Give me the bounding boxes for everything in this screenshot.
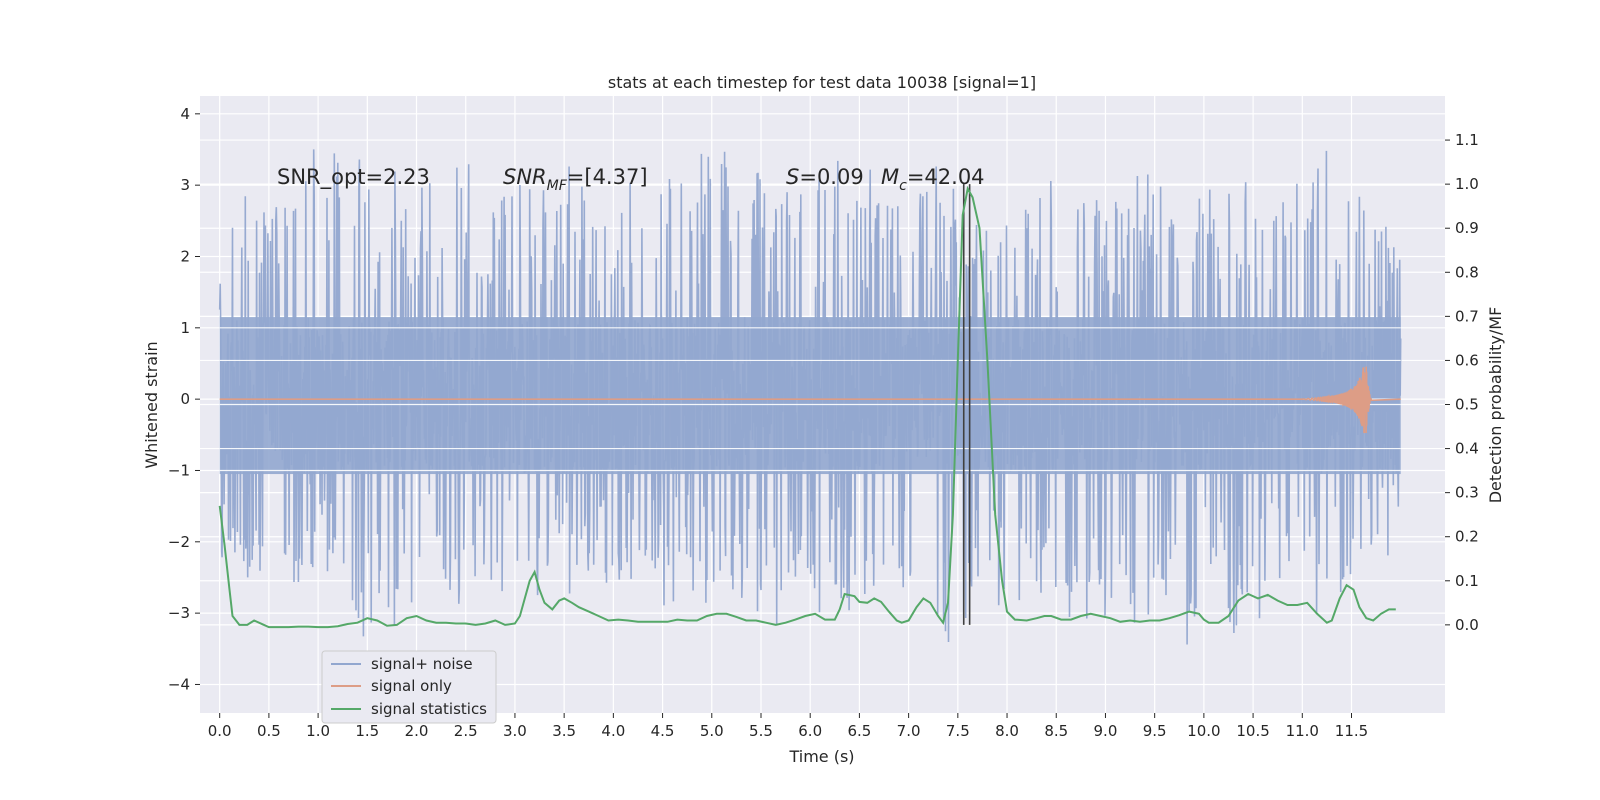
y2-tick-label: 1.0: [1455, 175, 1479, 193]
y2-tick-label: 0.7: [1455, 307, 1479, 325]
x-tick-label: 6.0: [798, 722, 822, 740]
series-signal-noise-band: [219, 317, 1401, 475]
x-tick-label: 9.0: [1094, 722, 1118, 740]
y-tick-label: 2: [180, 247, 190, 265]
annotation-snr-mf-main: SNR: [503, 165, 547, 189]
x-tick-label: 10.5: [1236, 722, 1269, 740]
tick-layer: 0.0 0.5 1.0 1.5 2.0 2.5 3.0 3.5 4.0 4.5 5.0 5.5 6.0 6…: [168, 105, 1479, 740]
x-tick-label: 4.0: [601, 722, 625, 740]
y2-tick-label: 0.3: [1455, 484, 1479, 502]
y2-tick-label: 0.1: [1455, 572, 1479, 590]
y2-tick-label: 0.0: [1455, 616, 1479, 634]
y2-tick-label: 0.5: [1455, 396, 1479, 414]
y2-tick-label: 0.2: [1455, 528, 1479, 546]
x-tick-label: 11.0: [1286, 722, 1319, 740]
x-tick-label: 2.0: [405, 722, 429, 740]
series-signal-only-line: [219, 366, 1401, 434]
annotation-mc-sub: c: [899, 178, 907, 194]
x-tick-label: 11.5: [1335, 722, 1368, 740]
x-tick-label: 5.0: [700, 722, 724, 740]
y2-tick-label: 1.1: [1455, 131, 1479, 149]
y-tick-label: 3: [180, 176, 190, 194]
series-signal-statistics-line: [218, 185, 1396, 629]
chart-title: stats at each timestep for test data 100…: [608, 73, 1036, 92]
annotation-mc-main: M: [881, 165, 899, 189]
annotation-s-value: =0.09: [799, 165, 863, 189]
x-tick-label: 7.5: [946, 722, 970, 740]
x-tick-label: 6.5: [847, 722, 871, 740]
x-tick-label: 3.0: [503, 722, 527, 740]
y-tick-label: −3: [168, 604, 190, 622]
annotation-mc: Mc=42.04: [881, 165, 985, 194]
x-tick-label: 1.5: [355, 722, 379, 740]
x-tick-label: 5.5: [749, 722, 773, 740]
y-tick-label: 4: [180, 105, 190, 123]
y2-tick-label: 0.9: [1455, 219, 1479, 237]
y2-tick-label: 0.8: [1455, 263, 1479, 281]
x-tick-label: 7.0: [897, 722, 921, 740]
y-tick-label: 1: [180, 319, 190, 337]
y2-axis-label: Detection probability/MF: [1486, 307, 1505, 504]
y-tick-label: −1: [168, 461, 190, 479]
legend-label-signal-noise: signal+ noise: [371, 655, 473, 673]
x-tick-label: 4.5: [651, 722, 675, 740]
x-tick-label: 0.5: [257, 722, 281, 740]
y-tick-label: −4: [168, 675, 190, 693]
x-tick-label: 2.5: [454, 722, 478, 740]
x-tick-label: 8.5: [1044, 722, 1068, 740]
x-axis-label: Time (s): [788, 747, 854, 766]
annotation-snr-mf: SNRMF=[4.37]: [503, 165, 648, 194]
legend-label-signal-statistics: signal statistics: [371, 700, 487, 718]
x-tick-label: 8.0: [995, 722, 1019, 740]
y2-tick-label: 0.4: [1455, 440, 1479, 458]
y-tick-label: −2: [168, 533, 190, 551]
annotation-s-symbol: S: [786, 165, 799, 189]
y-tick-label: 0: [180, 390, 190, 408]
y-axis-label: Whitened strain: [142, 341, 161, 468]
x-tick-label: 10.0: [1187, 722, 1220, 740]
x-tick-label: 1.0: [306, 722, 330, 740]
x-tick-label: 9.5: [1143, 722, 1167, 740]
series-layer: [218, 149, 1402, 645]
legend-label-signal-only: signal only: [371, 677, 452, 695]
annotation-s: S=0.09: [786, 165, 864, 189]
legend: signal+ noise signal only signal statist…: [321, 650, 497, 724]
legend-box: [321, 650, 497, 724]
annotation-snr-opt: SNR_opt=2.23: [277, 165, 430, 190]
y2-tick-label: 0.6: [1455, 351, 1479, 369]
annotation-snr-mf-sub: MF: [547, 178, 568, 194]
annotation-mc-value: =42.04: [907, 165, 985, 189]
x-tick-label: 0.0: [208, 722, 232, 740]
x-tick-label: 3.5: [552, 722, 576, 740]
annotation-snr-mf-value: =[4.37]: [567, 165, 648, 189]
